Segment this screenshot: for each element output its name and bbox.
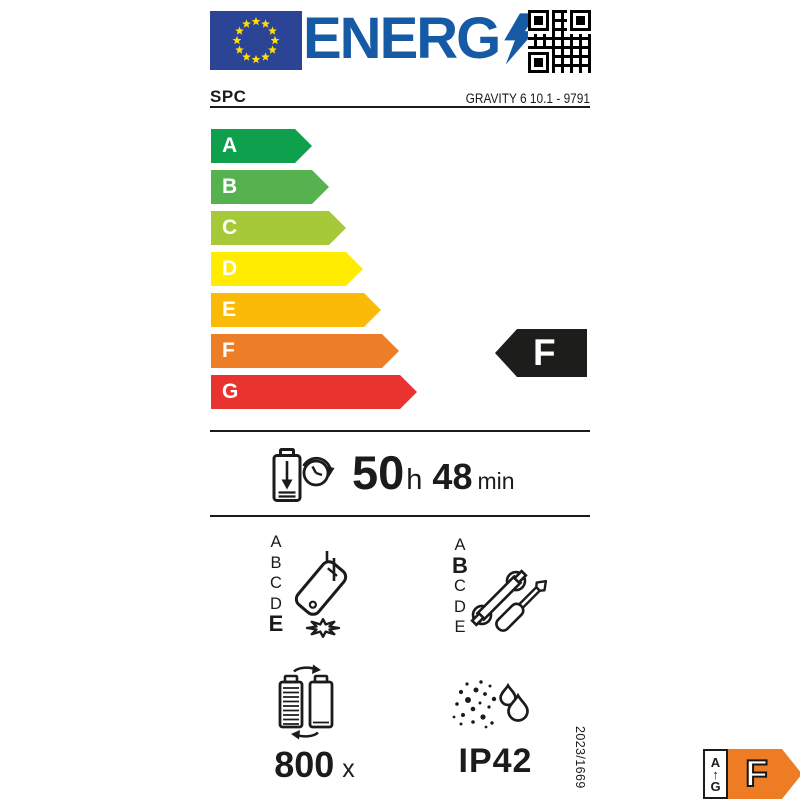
mini-rating-letter: F [745,753,768,794]
runtime-hours-unit: h [406,464,423,496]
energy-class-arrow-b: B [211,170,329,204]
section-divider [210,515,590,517]
energy-class-arrow-d: D [211,252,363,286]
energy-class-scale: A B C D E F G [211,129,417,416]
energ-logo: ENERG [303,6,538,71]
scale-letter: E [454,618,466,637]
qr-code [528,10,591,73]
energy-class-letter: E [222,298,237,321]
drop-resistance-scale: A B C D E [263,532,289,635]
lightning-bolt-icon [504,13,538,65]
model-text: GRAVITY 6 10.1 - 9791 [465,91,590,106]
ip-rating-value: IP42 [458,742,533,780]
energy-class-letter: G [222,380,239,403]
energy-class-letter: F [222,339,235,362]
scale-letter: A [454,536,466,554]
mini-scale-top: A [710,754,721,770]
energy-class-arrow-a: A [211,129,312,163]
wrench-screwdriver-icon [469,556,547,636]
mini-scale-box: A ↑ G [703,749,728,799]
energy-rating-arrow: F [495,329,587,377]
scale-letter: B [270,553,282,572]
up-arrow-icon: ↑ [712,766,719,782]
repairability-scale: A B C D E [447,535,473,638]
battery-cycles-value: 800 x [252,744,377,786]
runtime-minutes: 48 [432,456,473,497]
eu-flag [210,11,302,70]
mini-scale-bottom: G [710,778,721,794]
energ-logo-text: ENERG [303,6,501,71]
battery-runtime-value: 50 h 48 min [352,446,515,500]
battery-recharge-cycle-icon [277,663,335,741]
energy-class-arrow-e: E [211,293,381,327]
energy-class-letter: A [222,134,238,157]
energy-class-letter: D [222,257,238,280]
scale-letter: D [454,597,466,616]
regulation-number: 2023/1669 [573,726,587,789]
section-divider [210,430,590,432]
brand-text: SPC [210,87,247,106]
scale-letter: B [452,552,468,578]
cycles-unit: x [342,755,355,783]
scale-letter: E [268,611,284,637]
energy-class-arrow-g: G [211,375,417,409]
energy-class-arrow-f: F [211,334,399,368]
scale-letter: C [454,577,466,596]
battery-clock-icon [271,446,337,504]
falling-phone-icon [287,548,363,640]
runtime-hours: 50 [352,446,405,499]
mini-energy-label: A ↑ G F [703,749,800,799]
cycles-number: 800 [274,744,335,785]
scale-letter: D [270,594,282,613]
energy-class-arrow-c: C [211,211,346,245]
energy-class-letter: C [222,216,238,239]
energy-class-letter: B [222,175,238,198]
header-divider [210,106,590,108]
mini-rating-arrow: F [728,749,800,799]
energy-rating-letter: F [533,332,556,373]
runtime-minutes-unit: min [477,468,515,494]
scale-letter: A [270,533,282,551]
scale-letter: C [270,574,282,593]
dust-and-water-drops-icon [450,679,536,733]
